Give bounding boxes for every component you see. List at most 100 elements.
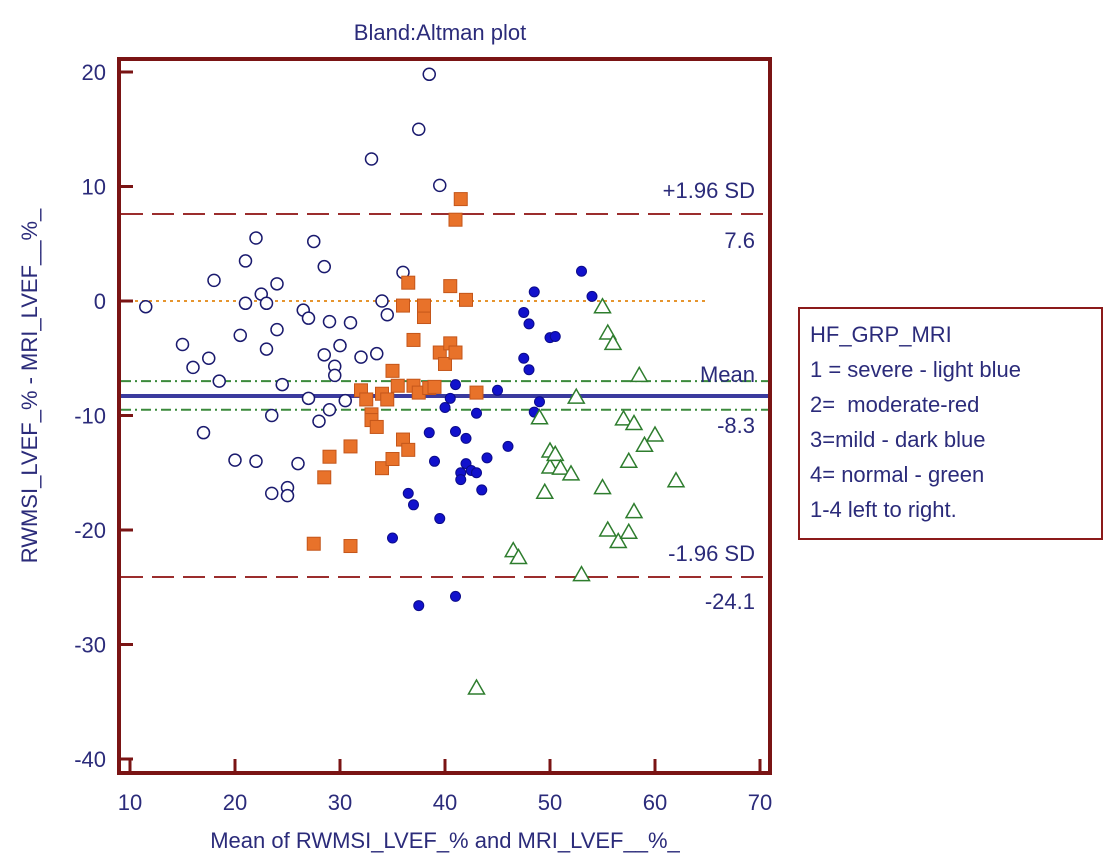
mild-point (471, 467, 482, 479)
normal-point (645, 425, 665, 442)
severe-point (354, 350, 368, 364)
severe-point (212, 374, 226, 388)
severe-point (307, 234, 321, 249)
y-axis-title: RWMSI_LVEF_% - MRI_LVEF__%_ (17, 208, 42, 563)
normal-point (535, 482, 555, 499)
lower-limit-value: -24.1 (705, 589, 755, 614)
x-tick-label: 20 (223, 790, 247, 815)
normal-point (608, 531, 628, 549)
severe-point (270, 322, 284, 337)
mild-point (523, 364, 535, 376)
normal-point (593, 478, 612, 495)
moderate-point (375, 461, 389, 476)
mean-value: -8.3 (717, 413, 755, 438)
moderate-point (417, 298, 431, 313)
normal-point (509, 547, 528, 565)
moderate-point (469, 385, 484, 400)
mild-point (413, 600, 425, 612)
severe-point (280, 488, 295, 503)
mild-point (523, 318, 535, 330)
severe-point (249, 454, 263, 469)
moderate-point (401, 442, 416, 457)
mild-point (450, 426, 461, 438)
severe-point (275, 377, 289, 392)
severe-point (207, 273, 221, 288)
axis-ticks: 10 20 30 40 50 60 70 20 10 0 -10 -20 -30 -40 (74, 60, 772, 815)
severe-point (322, 403, 337, 417)
x-tick-label: 70 (748, 790, 772, 815)
mild-point (534, 396, 545, 408)
legend-note-order: 1-4 left to right. (810, 497, 957, 522)
severe-point (317, 259, 331, 274)
mild-point (429, 455, 440, 467)
moderate-point (322, 449, 337, 464)
severe-point (343, 316, 358, 330)
legend-entry-normal: 4= normal - green (810, 462, 985, 487)
x-tick-label: 30 (328, 790, 352, 815)
normal-point (614, 409, 633, 426)
severe-point (196, 425, 211, 440)
moderate-point (448, 212, 463, 227)
normal-point (551, 458, 570, 475)
mild-point (444, 392, 456, 404)
normal-point (666, 471, 686, 488)
mild-point (471, 407, 482, 419)
normal-point (619, 522, 639, 540)
moderate-point (343, 539, 358, 554)
mild-point (492, 384, 503, 396)
y-tick-label: 20 (82, 60, 106, 85)
y-tick-label: -30 (74, 633, 106, 658)
moderate-point (448, 345, 463, 360)
data-points (139, 67, 686, 695)
severe-point (265, 408, 279, 423)
mild-point (481, 452, 493, 464)
moderate-point (396, 298, 410, 313)
mild-point (502, 440, 514, 452)
normal-point (545, 444, 565, 462)
mild-point (387, 532, 398, 544)
mean-label: Mean (700, 362, 755, 387)
normal-point (530, 408, 549, 425)
moderate-point (390, 378, 405, 393)
plot-frame (117, 57, 772, 775)
upper-limit-value: 7.6 (724, 228, 755, 253)
severe-point (238, 296, 253, 311)
mild-point (434, 513, 446, 525)
x-tick-label: 50 (538, 790, 562, 815)
moderate-point (385, 363, 400, 378)
severe-point (301, 311, 316, 325)
severe-point (270, 277, 284, 291)
severe-point (338, 393, 352, 408)
normal-point (572, 565, 591, 582)
severe-point (364, 152, 379, 166)
normal-point (540, 457, 560, 474)
mild-point (476, 484, 488, 496)
normal-point (561, 464, 581, 481)
severe-point (422, 67, 436, 82)
y-tick-label: -10 (74, 404, 106, 429)
severe-point (139, 299, 153, 314)
mild-point (455, 474, 467, 486)
severe-point (380, 307, 394, 322)
normal-point (635, 435, 654, 453)
mild-point (549, 330, 561, 342)
moderate-point (459, 292, 473, 307)
severe-point (328, 368, 342, 383)
severe-point (249, 231, 263, 245)
severe-point (322, 314, 337, 329)
mild-point (402, 487, 414, 499)
x-axis-title: Mean of RWMSI_LVEF_% and MRI_LVEF__%_ (210, 828, 680, 853)
legend-entry-moderate: 2= moderate-red (810, 392, 980, 417)
severe-point (265, 486, 279, 501)
legend-entry-mild: 3=mild - dark blue (810, 427, 986, 452)
severe-point (412, 122, 426, 136)
normal-point (467, 678, 486, 695)
legend-box: HF_GRP_MRI 1 = severe - light blue 2= mo… (798, 307, 1103, 540)
moderate-point (401, 275, 416, 290)
x-tick-label: 60 (643, 790, 667, 815)
mild-point (528, 286, 540, 298)
severe-point (259, 342, 274, 356)
x-tick-label: 10 (118, 790, 142, 815)
y-tick-label: 0 (94, 289, 106, 314)
